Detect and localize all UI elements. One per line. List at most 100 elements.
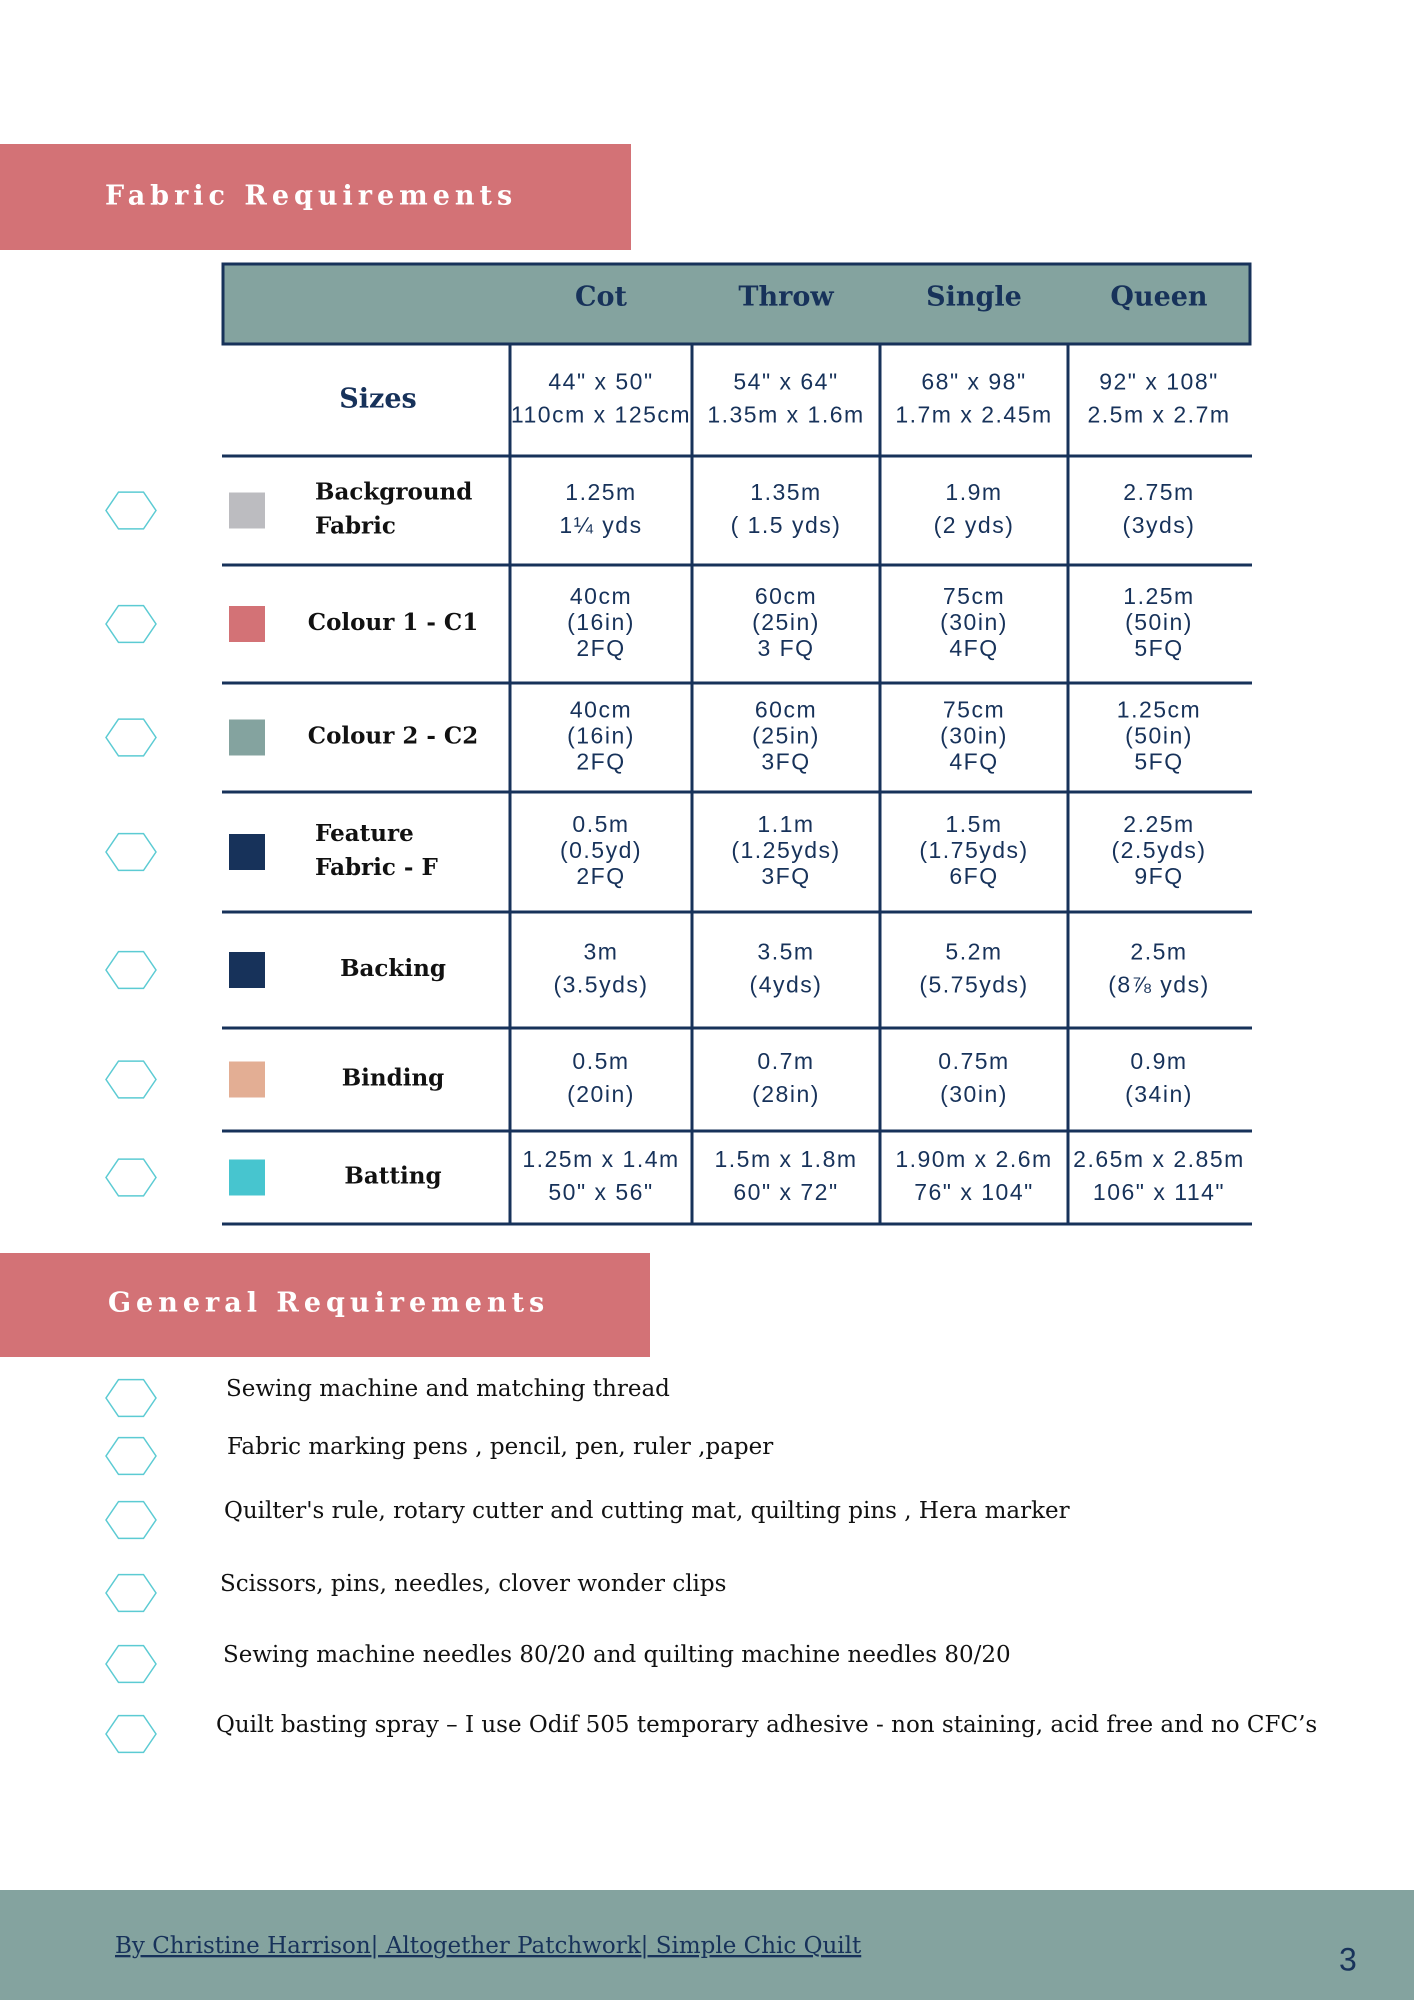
column-header: Queen [1110,282,1208,313]
cell-text: 1.1m [757,811,814,837]
cell-text: 1.5m [945,811,1002,837]
checkbox-hexagon [105,718,157,757]
cell-text: (1.75yds) [919,837,1028,863]
color-swatch [229,952,265,988]
footer-credit[interactable]: By Christine Harrison| Altogether Patchw… [115,1933,862,1959]
cell-text: 2.75m [1123,479,1194,505]
cell-text: (2.5yds) [1111,837,1206,863]
cell-text: (50in) [1125,723,1193,749]
cell-text: 3.5m [757,939,814,965]
list-item: Sewing machine and matching thread [226,1376,670,1402]
row-label: Fabric - F [315,854,438,881]
cell-text: (28in) [752,1081,820,1107]
checkbox-hexagon [105,1060,157,1099]
section-title: Fabric Requirements [105,181,517,212]
cell-text: 5.2m [945,939,1002,965]
checkbox-hexagon [105,604,157,644]
checkbox-hexagon [105,950,157,990]
cell-text: 75cm [943,697,1005,723]
cell-text: 0.5m [572,1048,629,1074]
cell-text: 2.25m [1123,811,1194,837]
cell-text: 1¼ yds [559,512,642,538]
list-item: Quilter's rule, rotary cutter and cuttin… [224,1498,1070,1524]
cell-text: 2.5m x 2.7m [1087,402,1230,428]
color-swatch [229,834,265,870]
cell-text: 68" x 98" [921,369,1026,395]
checkbox-hexagon [105,1378,157,1418]
cell-text: (30in) [940,1081,1008,1107]
cell-text: 1.5m x 1.8m [714,1146,857,1172]
cell-text: 4FQ [949,635,998,661]
row-label: Sizes [339,384,416,415]
column-header: Single [926,282,1022,313]
cell-text: 1.7m x 2.45m [895,402,1052,428]
cell-text: 6FQ [949,863,998,889]
cell-text: 3FQ [761,749,810,775]
row-label: Binding [342,1065,445,1092]
row-label: Backing [340,955,446,982]
section-title: General Requirements [108,1288,549,1319]
cell-text: (4yds) [750,972,823,998]
cell-text: (2 yds) [934,512,1015,538]
cell-text: (3yds) [1123,512,1196,538]
cell-text: (5.75yds) [919,972,1028,998]
checkbox-hexagon [105,832,157,872]
checkbox-hexagon [105,1573,157,1613]
color-swatch [229,606,265,642]
cell-text: 0.5m [572,811,629,837]
cell-text: ( 1.5 yds) [731,512,842,538]
row-label: Colour 2 - C2 [308,723,478,750]
cell-text: (50in) [1125,609,1193,635]
list-item: Scissors, pins, needles, clover wonder c… [220,1571,726,1597]
cell-text: (30in) [940,723,1008,749]
banner [0,144,631,250]
cell-text: (25in) [752,723,820,749]
cell-text: (16in) [567,609,635,635]
checkbox-hexagon [105,1436,157,1476]
cell-text: 2FQ [576,635,625,661]
checkbox-hexagon [105,1500,157,1540]
row-label: Batting [344,1163,441,1190]
checkbox-hexagon [105,1714,157,1754]
cell-text: 3m [584,939,619,965]
cell-text: 60cm [755,697,817,723]
cell-text: 60" x 72" [733,1179,838,1205]
cell-text: 1.35m x 1.6m [707,402,864,428]
color-swatch [229,1159,265,1196]
cell-text: 1.25m x 1.4m [522,1146,679,1172]
checkbox-hexagon [105,1644,157,1684]
list-item: Sewing machine needles 80/20 and quiltin… [223,1642,1011,1668]
cell-text: 40cm [570,583,632,609]
cell-text: (20in) [567,1081,635,1107]
cell-text: 1.25cm [1117,697,1201,723]
cell-text: 60cm [755,583,817,609]
list-item: Fabric marking pens , pencil, pen, ruler… [227,1434,773,1460]
cell-text: 3FQ [761,863,810,889]
cell-text: 75cm [943,583,1005,609]
list-item: Quilt basting spray – I use Odif 505 tem… [216,1712,1317,1738]
color-swatch [229,492,265,529]
cell-text: (8⅞ yds) [1108,972,1209,998]
cell-text: (34in) [1125,1081,1193,1107]
cell-text: 0.9m [1130,1048,1187,1074]
page-number: 3 [1339,1941,1357,1977]
cell-text: (1.25yds) [731,837,840,863]
checkbox-hexagon [105,491,157,530]
row-label: Feature [315,820,414,847]
row-label: Background [315,479,472,506]
cell-text: 9FQ [1134,863,1183,889]
cell-text: 1.35m [750,479,821,505]
cell-text: 2.5m [1130,939,1187,965]
cell-text: 2FQ [576,863,625,889]
cell-text: (16in) [567,723,635,749]
cell-text: 1.25m [565,479,636,505]
column-header: Cot [575,282,627,313]
cell-text: 1.25m [1123,583,1194,609]
cell-text: 4FQ [949,749,998,775]
cell-text: 2FQ [576,749,625,775]
column-header: Throw [738,282,834,313]
cell-text: 1.90m x 2.6m [895,1146,1052,1172]
color-swatch [229,1061,265,1098]
row-label: Colour 1 - C1 [308,609,478,636]
